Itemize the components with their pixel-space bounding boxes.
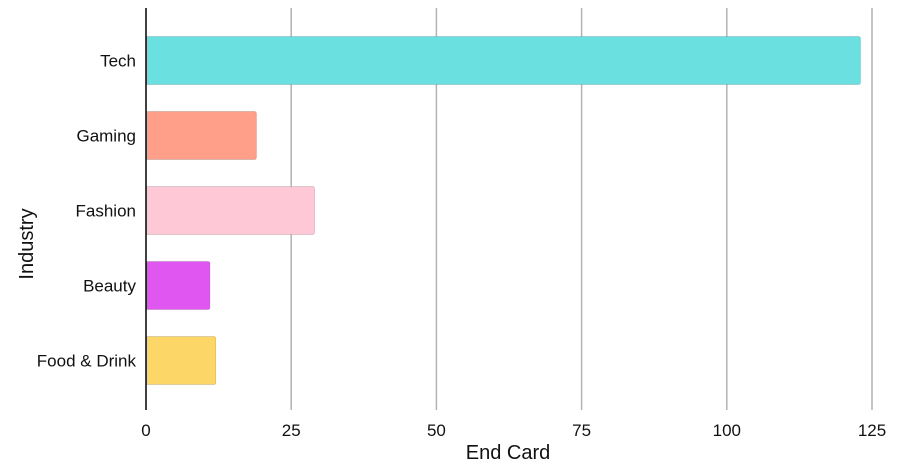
- y-category-label-fashion: Fashion: [76, 202, 136, 221]
- bar-fashion: [145, 186, 315, 235]
- x-tick-label-0: 0: [141, 421, 150, 440]
- x-axis-title: End Card: [466, 442, 551, 464]
- y-category-label-beauty: Beauty: [83, 277, 136, 296]
- bar-tech: [145, 36, 861, 85]
- x-tick-label-125: 125: [858, 421, 886, 440]
- x-tick-label-25: 25: [282, 421, 301, 440]
- x-tick-label-50: 50: [427, 421, 446, 440]
- bar-beauty: [145, 261, 211, 310]
- y-axis-title: Industry: [16, 208, 38, 279]
- y-category-label-tech: Tech: [100, 52, 136, 71]
- y-category-label-food-drink: Food & Drink: [37, 352, 137, 371]
- bar-gaming: [145, 111, 257, 160]
- y-category-label-gaming: Gaming: [76, 127, 136, 146]
- x-tick-labels: 0 25 50 75 100 125: [141, 421, 886, 440]
- bars: [145, 36, 861, 385]
- x-tick-label-75: 75: [572, 421, 591, 440]
- y-category-labels: Tech Gaming Fashion Beauty Food & Drink: [37, 52, 137, 371]
- bar-food-drink: [145, 336, 217, 385]
- x-tick-label-100: 100: [713, 421, 741, 440]
